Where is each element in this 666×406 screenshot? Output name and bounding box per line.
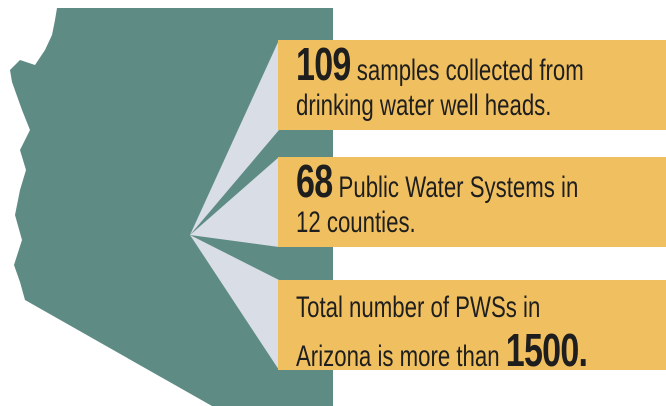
callout-box: Total number of PWSs in Arizona is more …	[278, 280, 666, 370]
text-line: Total number of PWSs in	[296, 291, 541, 324]
pointer-wedge	[190, 157, 279, 247]
text: samples collected from	[356, 54, 584, 87]
callout-text: 109 samples collected from drinking wate…	[296, 41, 584, 128]
highlight-number: 1500.	[505, 324, 588, 370]
text: Arizona is more than	[296, 340, 500, 370]
text-line: Arizona is more than 1500.	[296, 327, 588, 370]
highlight-number: 109	[296, 40, 351, 90]
pointer-wedge	[190, 235, 279, 370]
text-line: 12 counties.	[296, 206, 416, 239]
callout-text: Total number of PWSs in Arizona is more …	[296, 288, 588, 370]
callout-box: 109 samples collected from drinking wate…	[278, 40, 666, 130]
callout-text: 68 Public Water Systems in 12 counties.	[296, 158, 579, 245]
callout-box: 68 Public Water Systems in 12 counties.	[278, 157, 666, 247]
text-line: drinking water well heads.	[296, 89, 552, 122]
text: Public Water Systems in	[338, 171, 579, 204]
pointer-wedge	[190, 40, 279, 235]
text-line: 68 Public Water Systems in	[296, 158, 579, 204]
highlight-number: 68	[296, 157, 333, 207]
text-line: 109 samples collected from	[296, 41, 584, 87]
